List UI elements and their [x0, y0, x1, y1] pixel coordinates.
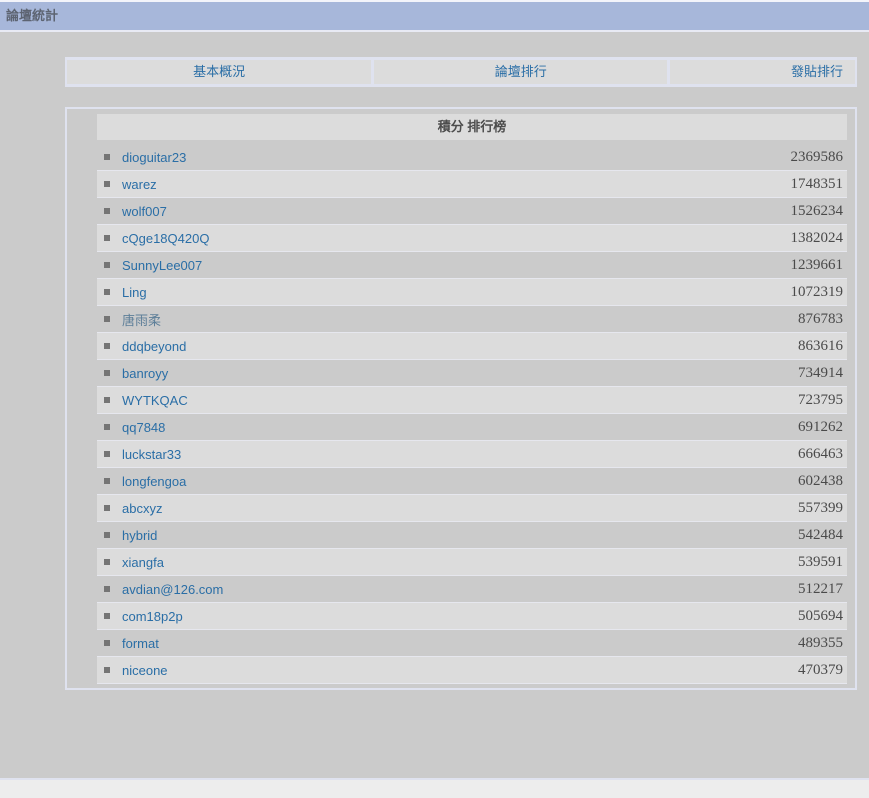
bullet-icon	[104, 262, 110, 268]
bullet-icon	[104, 424, 110, 430]
score-value: 512217	[798, 580, 843, 597]
ranking-row: hybrid 542484	[97, 522, 847, 549]
username-link[interactable]: qq7848	[122, 419, 166, 435]
stats-tabbar: 基本概況 論壇排行 發貼排行	[65, 57, 857, 87]
score-value: 666463	[798, 445, 843, 462]
username-link[interactable]: dioguitar23	[122, 149, 187, 165]
ranking-row: com18p2p 505694	[97, 603, 847, 630]
ranking-row: wolf007 1526234	[97, 198, 847, 225]
score-value: 863616	[798, 337, 843, 354]
ranking-row: niceone 470379	[97, 657, 847, 684]
points-ranking-panel: 積分 排行榜 dioguitar23 2369586 warez 1748351…	[65, 107, 857, 690]
ranking-list: dioguitar23 2369586 warez 1748351 wolf00…	[97, 144, 847, 684]
ranking-row: SunnyLee007 1239661	[97, 252, 847, 279]
username-link[interactable]: warez	[122, 176, 157, 192]
bullet-icon	[104, 478, 110, 484]
score-value: 470379	[798, 661, 843, 678]
username-link[interactable]: format	[122, 635, 159, 651]
ranking-row: xiangfa 539591	[97, 549, 847, 576]
ranking-row: avdian@126.com 512217	[97, 576, 847, 603]
score-value: 1526234	[790, 202, 844, 219]
score-value: 876783	[798, 310, 843, 327]
username-link[interactable]: hybrid	[122, 527, 158, 543]
bullet-icon	[104, 667, 110, 673]
bullet-icon	[104, 181, 110, 187]
ranking-row: format 489355	[97, 630, 847, 657]
username-link[interactable]: xiangfa	[122, 554, 164, 570]
username-link[interactable]: luckstar33	[122, 446, 182, 462]
ranking-row: luckstar33 666463	[97, 441, 847, 468]
ranking-row: dioguitar23 2369586	[97, 144, 847, 171]
ranking-title: 積分 排行榜	[97, 114, 847, 140]
username-link[interactable]: avdian@126.com	[122, 581, 224, 597]
bullet-icon	[104, 532, 110, 538]
bullet-icon	[104, 289, 110, 295]
score-value: 1239661	[790, 256, 844, 273]
bullet-icon	[104, 316, 110, 322]
score-value: 723795	[798, 391, 843, 408]
ranking-row: qq7848 691262	[97, 414, 847, 441]
score-value: 1072319	[790, 283, 844, 300]
score-value: 557399	[798, 499, 843, 516]
tab-basic-overview[interactable]: 基本概況	[193, 64, 246, 79]
ranking-row: longfengoa 602438	[97, 468, 847, 495]
ranking-row: cQge18Q420Q 1382024	[97, 225, 847, 252]
bullet-icon	[104, 343, 110, 349]
score-value: 2369586	[790, 148, 844, 165]
bullet-icon	[104, 235, 110, 241]
bullet-icon	[104, 397, 110, 403]
username-link[interactable]: wolf007	[122, 203, 167, 219]
ranking-row: banroyy 734914	[97, 360, 847, 387]
username-link[interactable]: longfengoa	[122, 473, 187, 489]
username-link[interactable]: niceone	[122, 662, 168, 678]
score-value: 489355	[798, 634, 843, 651]
bullet-icon	[104, 370, 110, 376]
score-value: 602438	[798, 472, 843, 489]
ranking-row: ddqbeyond 863616	[97, 333, 847, 360]
tab-post-ranking[interactable]: 發貼排行	[790, 64, 843, 79]
username-link[interactable]: 唐雨柔	[122, 312, 162, 328]
bullet-icon	[104, 613, 110, 619]
ranking-row: WYTKQAC 723795	[97, 387, 847, 414]
ranking-row: Ling 1072319	[97, 279, 847, 306]
bullet-icon	[104, 640, 110, 646]
score-value: 691262	[798, 418, 843, 435]
bullet-icon	[104, 559, 110, 565]
tab-cell-post-ranking: 發貼排行	[667, 60, 855, 84]
score-value: 542484	[798, 526, 843, 543]
bullet-icon	[104, 154, 110, 160]
username-link[interactable]: Ling	[122, 284, 147, 300]
username-link[interactable]: WYTKQAC	[122, 392, 188, 408]
page-title: 論壇統計	[0, 0, 869, 32]
bullet-icon	[104, 586, 110, 592]
username-link[interactable]: abcxyz	[122, 500, 163, 516]
username-link[interactable]: ddqbeyond	[122, 338, 187, 354]
bullet-icon	[104, 505, 110, 511]
username-link[interactable]: banroyy	[122, 365, 169, 381]
score-value: 734914	[798, 364, 843, 381]
ranking-row: abcxyz 557399	[97, 495, 847, 522]
tab-cell-basic: 基本概況	[67, 60, 372, 84]
username-link[interactable]: SunnyLee007	[122, 257, 203, 273]
ranking-row: 唐雨柔 876783	[97, 306, 847, 333]
bullet-icon	[104, 208, 110, 214]
forum-stats-page: 論壇統計 基本概況 論壇排行 發貼排行 積分 排行榜 dioguitar23 2…	[0, 0, 869, 780]
score-value: 539591	[798, 553, 843, 570]
username-link[interactable]: cQge18Q420Q	[122, 230, 210, 246]
tab-cell-forum-ranking: 論壇排行	[371, 60, 668, 84]
score-value: 505694	[798, 607, 843, 624]
bullet-icon	[104, 451, 110, 457]
score-value: 1748351	[790, 175, 844, 192]
tab-forum-ranking[interactable]: 論壇排行	[494, 64, 547, 79]
username-link[interactable]: com18p2p	[122, 608, 183, 624]
ranking-row: warez 1748351	[97, 171, 847, 198]
score-value: 1382024	[790, 229, 844, 246]
